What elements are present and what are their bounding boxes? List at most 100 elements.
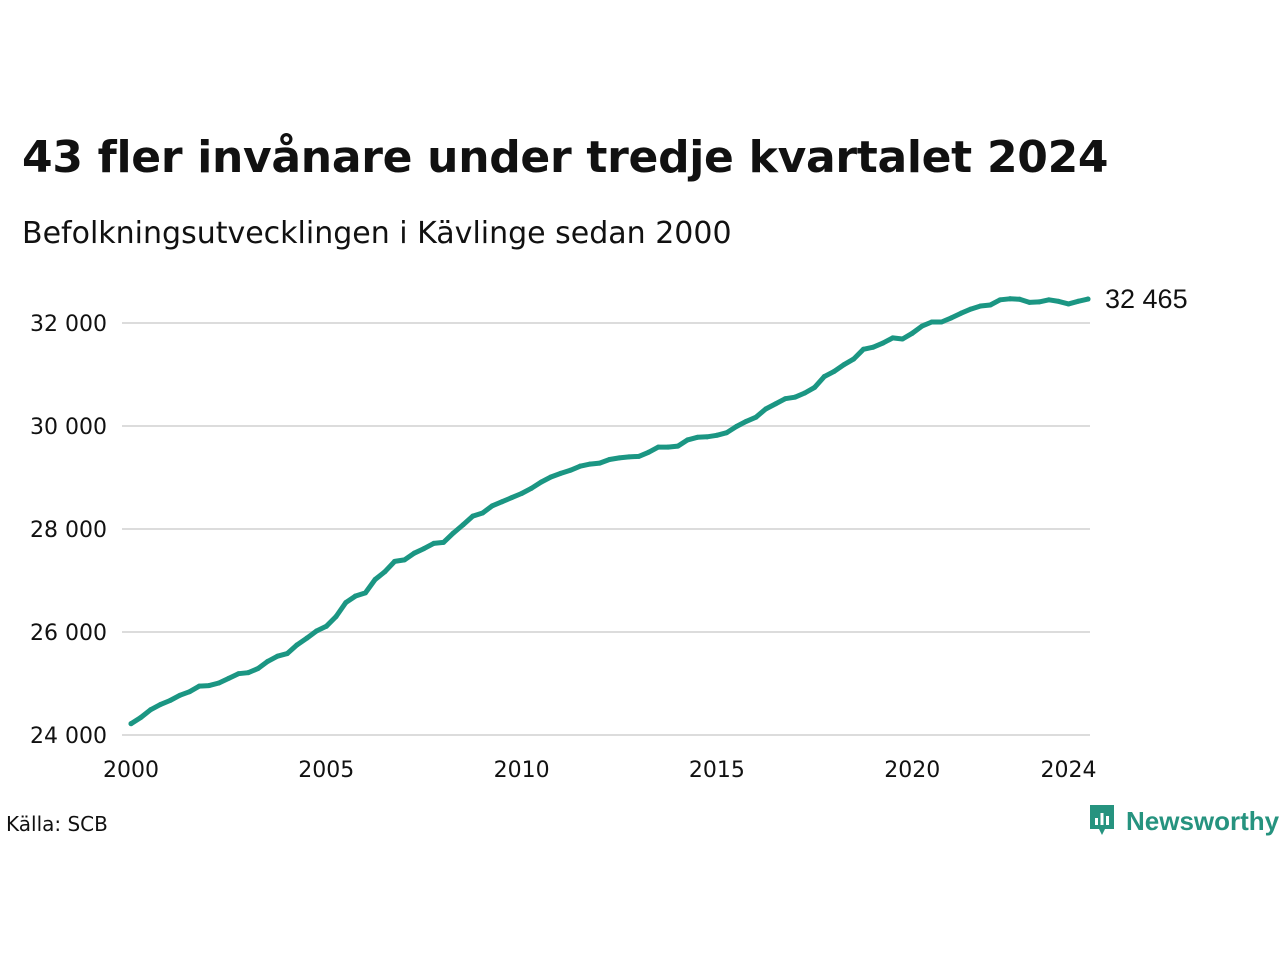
data-point [1056, 298, 1062, 304]
data-point [450, 530, 456, 536]
data-point [870, 344, 876, 350]
data-point [538, 479, 544, 485]
axis-labels: 24 000 26 000 28 000 30 000 32 000 2000 2005 20… [30, 312, 1096, 783]
data-point [987, 302, 993, 308]
data-point [1046, 297, 1052, 303]
data-point [978, 303, 984, 309]
data-point [763, 406, 769, 412]
data-point [558, 470, 564, 476]
data-point [724, 430, 730, 436]
data-point [528, 485, 534, 491]
data-point [948, 315, 954, 321]
x-tick-label: 2005 [298, 758, 354, 783]
source-note: Källa: SCB [6, 812, 108, 836]
data-point [782, 396, 788, 402]
data-point [636, 453, 642, 459]
data-point [899, 336, 905, 342]
data-point [284, 651, 290, 657]
data-point [860, 346, 866, 352]
data-point [128, 721, 134, 727]
data-point [880, 340, 886, 346]
data-point [1075, 298, 1081, 304]
newsworthy-logo-icon [1090, 805, 1114, 835]
data-point [577, 463, 583, 469]
data-point [1017, 296, 1023, 302]
data-point [294, 642, 300, 648]
brand-logo: Newsworthy [1088, 803, 1279, 839]
data-point [362, 590, 368, 596]
data-point [304, 635, 310, 641]
data-point [274, 653, 280, 659]
data-point [245, 670, 251, 676]
y-tick-label: 30 000 [30, 415, 107, 440]
brand-name: Newsworthy [1126, 805, 1280, 836]
data-point [187, 689, 193, 695]
data-point [519, 490, 525, 496]
data-point [1007, 296, 1013, 302]
data-point [802, 390, 808, 396]
data-point [841, 362, 847, 368]
data-point [1036, 299, 1042, 305]
data-point [685, 437, 691, 443]
data-point [382, 569, 388, 575]
data-point [235, 671, 241, 677]
data-point [167, 697, 173, 703]
data-point [392, 558, 398, 564]
data-point [343, 600, 349, 606]
data-point [821, 374, 827, 380]
data-point [1085, 296, 1091, 302]
data-point [831, 368, 837, 374]
x-tick-label: 2024 [1040, 758, 1096, 783]
data-point [255, 666, 261, 672]
data-point [919, 323, 925, 329]
data-point [177, 692, 183, 698]
data-point [196, 683, 202, 689]
data-point [440, 539, 446, 545]
data-point [675, 443, 681, 449]
data-point [353, 593, 359, 599]
data-point [968, 306, 974, 312]
y-tick-label: 24 000 [30, 724, 107, 749]
data-point [401, 557, 407, 563]
data-point [1026, 299, 1032, 305]
data-point [470, 513, 476, 519]
data-point [216, 680, 222, 686]
x-tick-label: 2015 [689, 758, 745, 783]
data-point [597, 460, 603, 466]
data-point [421, 546, 427, 552]
data-point [743, 418, 749, 424]
data-point [890, 335, 896, 341]
data-point [714, 432, 720, 438]
data-point [733, 424, 739, 430]
data-point [694, 434, 700, 440]
data-point [958, 310, 964, 316]
data-point [792, 394, 798, 400]
data-point [323, 623, 329, 629]
data-point [587, 461, 593, 467]
data-point [753, 414, 759, 420]
y-tick-label: 28 000 [30, 518, 107, 543]
y-tick-label: 26 000 [30, 621, 107, 646]
data-point [489, 503, 495, 509]
data-point [548, 474, 554, 480]
data-point [626, 454, 632, 460]
data-point [265, 658, 271, 664]
data-series: 32 465 [128, 284, 1188, 727]
data-point [704, 434, 710, 440]
data-point [607, 456, 612, 462]
data-point [460, 522, 466, 528]
chart-title: 43 fler invånare under tredje kvartalet … [22, 132, 1109, 183]
data-point [480, 510, 486, 516]
data-point [206, 683, 212, 689]
data-point [567, 467, 573, 473]
data-point [616, 455, 622, 461]
data-point [909, 330, 915, 336]
x-tick-label: 2020 [884, 758, 940, 783]
data-point [499, 499, 505, 505]
data-point [333, 614, 339, 620]
x-tick-label: 2000 [103, 758, 159, 783]
data-point [812, 384, 818, 390]
data-point [138, 714, 144, 720]
data-point [1065, 301, 1071, 307]
